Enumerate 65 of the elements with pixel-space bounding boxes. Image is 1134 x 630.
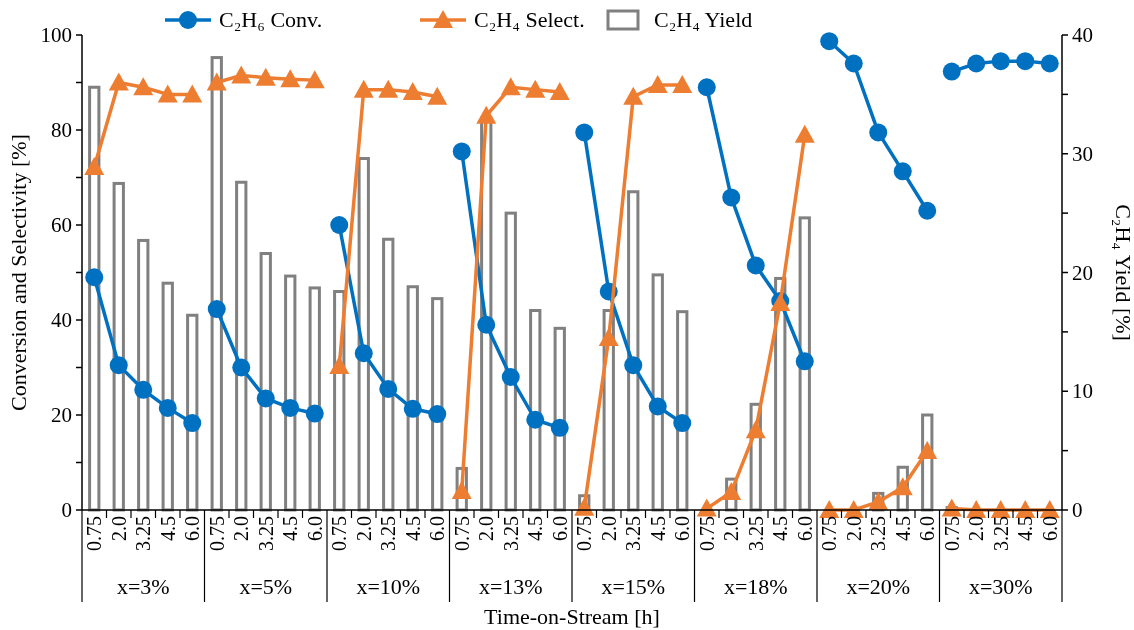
x-axis-title: Time-on-Stream [h] (484, 604, 660, 629)
legend-label: C₂H₄ Yield (654, 7, 753, 32)
x-tick-label: 2.0 (107, 516, 130, 541)
text: x=20% (846, 574, 911, 599)
y-tick-label: 40 (51, 308, 72, 332)
text: x=18% (723, 574, 788, 599)
x-tick-label: 4.5 (646, 516, 669, 541)
x-tick-label: 3.25 (499, 516, 522, 551)
y-tick-label: 20 (51, 403, 72, 427)
y2-tick-label: 30 (1072, 141, 1093, 166)
x-tick-label: 3.25 (377, 516, 400, 551)
x-tick-label: 4.5 (1014, 516, 1037, 541)
x-tick-label: 3.25 (132, 516, 155, 551)
y2-axis-title: C₂H₄ Yield [%] (1111, 204, 1134, 341)
x-tick-label: 0.75 (818, 516, 841, 551)
x-tick-label: 2.0 (597, 516, 620, 541)
y-tick-label: 100 (40, 23, 72, 47)
x-tick-label: 0.75 (83, 516, 106, 551)
x-tick-label: 6.0 (548, 516, 571, 541)
x-tick-label: 0.75 (573, 516, 596, 551)
y2-tick-label: 0 (1072, 498, 1083, 522)
text: x=3% (116, 574, 170, 599)
x-tick-label: 4.5 (524, 516, 547, 541)
y-axis-title: Conversion and Selectivity [%] (6, 134, 31, 411)
x-tick-label: 4.5 (279, 516, 302, 541)
x-tick-label: 4.5 (401, 516, 424, 541)
x-tick-label: 6.0 (181, 516, 204, 541)
text: x=10% (356, 574, 421, 599)
y2-tick-label: 10 (1072, 379, 1093, 404)
y-tick-label: 0 (61, 498, 72, 522)
x-tick-label: 0.75 (205, 516, 228, 551)
x-tick-label: 3.25 (989, 516, 1012, 551)
x-tick-label: 4.5 (156, 516, 179, 541)
x-tick-label: 4.5 (769, 516, 792, 541)
y2-tick-label: 20 (1072, 260, 1093, 285)
x-tick-label: 0.75 (450, 516, 473, 551)
x-tick-label: 0.75 (695, 516, 718, 551)
text: x=5% (239, 574, 293, 599)
x-tick-label: 0.75 (328, 516, 351, 551)
legend-label: C₂H₄ Select. (474, 7, 585, 32)
x-tick-label: 6.0 (303, 516, 326, 541)
x-tick-label: 2.0 (842, 516, 865, 541)
x-tick-label: 0.75 (940, 516, 963, 551)
x-tick-label: 6.0 (1038, 516, 1061, 541)
text: x=30% (968, 574, 1033, 599)
text: x=13% (478, 574, 543, 599)
x-tick-label: 3.25 (622, 516, 645, 551)
x-tick-label: 4.5 (891, 516, 914, 541)
x-tick-label: 2.0 (720, 516, 743, 541)
legend-label: C₂H₆ Conv. (219, 7, 323, 32)
x-tick-label: 3.25 (867, 516, 890, 551)
x-tick-label: 3.25 (744, 516, 767, 551)
x-tick-label: 2.0 (230, 516, 253, 541)
x-tick-label: 2.0 (475, 516, 498, 541)
x-tick-label: 2.0 (352, 516, 375, 541)
y-tick-label: 60 (51, 213, 72, 237)
y-tick-label: 80 (51, 118, 72, 142)
text: x=15% (601, 574, 666, 599)
y2-tick-label: 40 (1072, 23, 1093, 47)
x-tick-label: 3.25 (254, 516, 277, 551)
x-tick-label: 6.0 (793, 516, 816, 541)
x-tick-label: 6.0 (426, 516, 449, 541)
x-tick-label: 2.0 (965, 516, 988, 541)
x-tick-label: 6.0 (671, 516, 694, 541)
x-tick-label: 6.0 (916, 516, 939, 541)
